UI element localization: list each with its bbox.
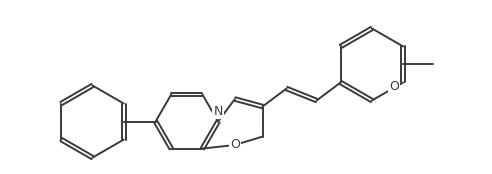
Text: O: O	[389, 80, 399, 93]
Text: N: N	[214, 105, 223, 118]
Text: O: O	[230, 139, 240, 152]
